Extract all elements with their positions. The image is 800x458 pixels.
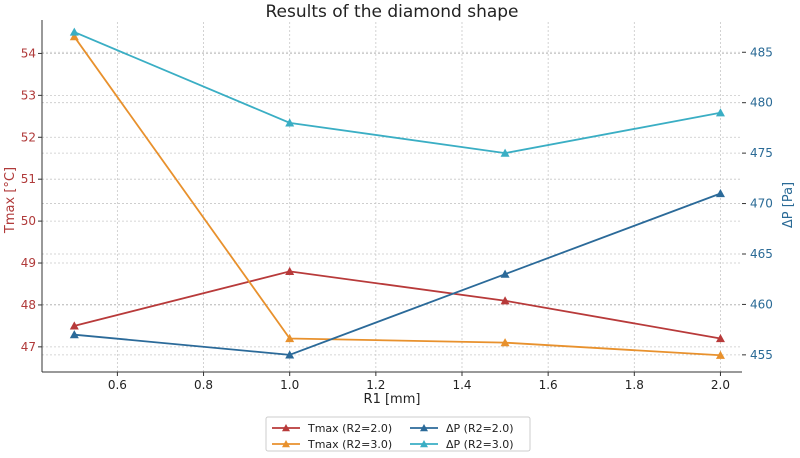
y-axis-label-right: ΔP [Pa] xyxy=(781,182,796,228)
data-point xyxy=(69,330,79,339)
y-tick-label-left: 50 xyxy=(21,214,36,228)
data-point xyxy=(285,118,295,127)
series-line xyxy=(73,36,721,357)
legend-marker xyxy=(420,424,428,432)
x-tick-label: 1.4 xyxy=(452,378,471,392)
y-tick-label-right: 455 xyxy=(750,348,773,362)
legend-label: ΔP (R2=3.0) xyxy=(446,438,514,451)
y-tick-label-left: 48 xyxy=(21,298,36,312)
legend-label: Tmax (R2=2.0) xyxy=(307,422,392,435)
legend: Tmax (R2=2.0) Tmax (R2=3.0) ΔP (R2=2.0) ΔP … xyxy=(265,416,531,452)
x-tick-label: 2.0 xyxy=(711,378,730,392)
y-tick-label-right: 460 xyxy=(750,297,773,311)
data-point xyxy=(500,338,510,347)
y-tick-label-left: 53 xyxy=(21,88,36,102)
series-1 xyxy=(69,32,725,359)
series-0 xyxy=(69,266,725,343)
data-point xyxy=(500,296,510,305)
legend-marker xyxy=(420,440,428,448)
legend-label: ΔP (R2=2.0) xyxy=(446,422,514,435)
legend-marker xyxy=(282,424,290,432)
x-axis-label: R1 [mm] xyxy=(364,392,421,407)
series xyxy=(69,27,725,359)
data-point xyxy=(715,350,725,359)
data-point xyxy=(715,108,725,117)
y-tick-label-right: 465 xyxy=(750,247,773,261)
data-point xyxy=(69,32,79,41)
y-tick-label-right: 485 xyxy=(750,45,773,59)
y-tick-label-right: 475 xyxy=(750,146,773,160)
series-2 xyxy=(69,188,725,359)
legend-box xyxy=(265,416,531,452)
y-tick-label-left: 54 xyxy=(21,46,36,60)
y-tick-label-right: 470 xyxy=(750,197,773,211)
series-line xyxy=(74,270,721,340)
y-tick-label-left: 51 xyxy=(21,172,36,186)
legend-item: Tmax (R2=3.0) xyxy=(272,438,392,451)
y-tick-label-right: 480 xyxy=(750,96,773,110)
y-tick-label-left: 47 xyxy=(21,340,36,354)
data-point xyxy=(715,188,725,198)
data-point xyxy=(69,27,79,36)
series-line xyxy=(73,31,721,155)
x-tick-label: 1.8 xyxy=(625,378,644,392)
x-tick-label: 1.0 xyxy=(280,378,299,392)
x-tick-label: 1.6 xyxy=(539,378,558,392)
y-axis-label-left: Tmax [°C] xyxy=(3,167,18,234)
data-point xyxy=(285,266,295,276)
data-point xyxy=(715,333,725,343)
data-point xyxy=(500,269,510,278)
x-tick-label: 0.6 xyxy=(108,378,127,392)
data-point xyxy=(69,321,79,330)
chart-title: Results of the diamond shape xyxy=(265,2,518,22)
legend-item: Tmax (R2=2.0) xyxy=(272,422,392,435)
data-point xyxy=(285,333,295,343)
y-tick-label-left: 52 xyxy=(21,130,36,144)
series-line xyxy=(74,192,721,356)
series-3 xyxy=(69,27,725,157)
x-tick-label: 0.8 xyxy=(194,378,213,392)
legend-item: ΔP (R2=3.0) xyxy=(410,438,514,451)
x-tick-label: 1.2 xyxy=(366,378,385,392)
legend-label: Tmax (R2=3.0) xyxy=(307,438,392,451)
axes: 0.6 0.8 1.0 1.2 1.4 1.6 1.8 2.0 47 48 49 50 51 52 53 54… xyxy=(21,20,773,392)
data-point xyxy=(500,148,510,157)
grid xyxy=(42,22,742,372)
data-point xyxy=(285,350,295,359)
legend-item: ΔP (R2=2.0) xyxy=(410,422,514,435)
legend-marker xyxy=(282,440,290,448)
y-tick-label-left: 49 xyxy=(21,256,36,270)
